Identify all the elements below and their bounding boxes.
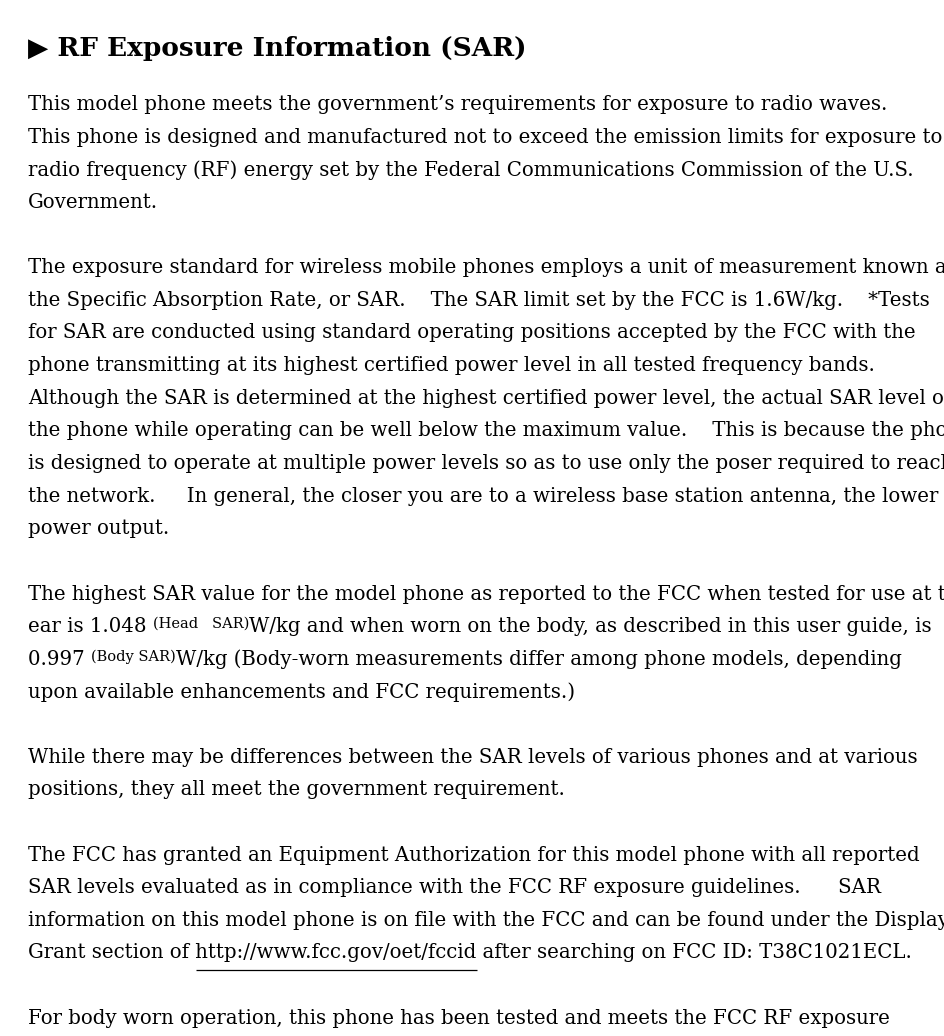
Text: W/kg (Body-worn measurements differ among phone models, depending: W/kg (Body-worn measurements differ amon… — [176, 650, 902, 669]
Text: This phone is designed and manufactured not to exceed the emission limits for ex: This phone is designed and manufactured … — [28, 127, 943, 147]
Text: the network.     In general, the closer you are to a wireless base station anten: the network. In general, the closer you … — [28, 487, 944, 506]
Text: positions, they all meet the government requirement.: positions, they all meet the government … — [28, 780, 565, 800]
Text: information on this model phone is on file with the FCC and can be found under t: information on this model phone is on fi… — [28, 911, 944, 930]
Text: power output.: power output. — [28, 519, 170, 539]
Text: for SAR are conducted using standard operating positions accepted by the FCC wit: for SAR are conducted using standard ope… — [28, 323, 916, 343]
Text: Government.: Government. — [28, 193, 159, 212]
Text: The FCC has granted an Equipment Authorization for this model phone with all rep: The FCC has granted an Equipment Authori… — [28, 845, 920, 865]
Text: W/kg and when worn on the body, as described in this user guide, is: W/kg and when worn on the body, as descr… — [249, 617, 932, 636]
Text: Although the SAR is determined at the highest certified power level, the actual : Although the SAR is determined at the hi… — [28, 388, 944, 408]
Text: 0.997: 0.997 — [28, 650, 92, 669]
Text: Grant section of http://www.fcc.gov/oet/fccid after searching on FCC ID: T38C102: Grant section of http://www.fcc.gov/oet/… — [28, 944, 912, 962]
Text: the Specific Absorption Rate, or SAR.    The SAR limit set by the FCC is 1.6W/kg: the Specific Absorption Rate, or SAR. Th… — [28, 291, 930, 310]
Text: radio frequency (RF) energy set by the Federal Communications Commission of the : radio frequency (RF) energy set by the F… — [28, 161, 914, 180]
Text: (Head   SAR): (Head SAR) — [153, 617, 249, 631]
Text: This model phone meets the government’s requirements for exposure to radio waves: This model phone meets the government’s … — [28, 95, 887, 114]
Text: phone transmitting at its highest certified power level in all tested frequency : phone transmitting at its highest certif… — [28, 356, 875, 375]
Text: While there may be differences between the SAR levels of various phones and at v: While there may be differences between t… — [28, 748, 918, 767]
Text: The exposure standard for wireless mobile phones employs a unit of measurement k: The exposure standard for wireless mobil… — [28, 258, 944, 278]
Text: For body worn operation, this phone has been tested and meets the FCC RF exposur: For body worn operation, this phone has … — [28, 1009, 890, 1028]
Text: is designed to operate at multiple power levels so as to use only the poser requ: is designed to operate at multiple power… — [28, 454, 944, 473]
Text: (Body SAR): (Body SAR) — [92, 650, 176, 664]
Text: SAR levels evaluated as in compliance with the FCC RF exposure guidelines.      : SAR levels evaluated as in compliance wi… — [28, 879, 882, 897]
Text: ▶ RF Exposure Information (SAR): ▶ RF Exposure Information (SAR) — [28, 36, 527, 61]
Text: The highest SAR value for the model phone as reported to the FCC when tested for: The highest SAR value for the model phon… — [28, 584, 944, 604]
Text: ear is 1.048: ear is 1.048 — [28, 617, 153, 636]
Text: upon available enhancements and FCC requirements.): upon available enhancements and FCC requ… — [28, 683, 576, 702]
Text: the phone while operating can be well below the maximum value.    This is becaus: the phone while operating can be well be… — [28, 422, 944, 440]
